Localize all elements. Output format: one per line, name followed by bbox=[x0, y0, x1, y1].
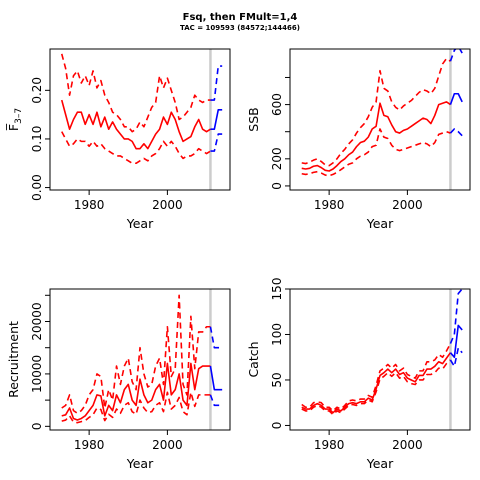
panel-ssb: 1980 2000 Year 0 200 600 SSB bbox=[246, 48, 471, 231]
ssb-ytick-label: 0 bbox=[270, 182, 284, 190]
catch-ytick-label: 150 bbox=[270, 278, 284, 301]
ssb-ytick-label: 200 bbox=[270, 147, 284, 170]
catch-history-solid-line-0 bbox=[301, 352, 452, 414]
recruitment-plot-frame bbox=[49, 288, 231, 431]
catch-history-dashed-line-2 bbox=[301, 359, 451, 416]
panel-fbar: 1980 2000 Year 0.00 0.10 0.20 F̅3–7 bbox=[6, 48, 231, 231]
catch-xlabel: Year bbox=[366, 456, 394, 471]
fbar-xlabel: Year bbox=[126, 216, 154, 231]
ssb-history-dashed-line-2 bbox=[301, 128, 451, 177]
ssb-xlabel: Year bbox=[366, 216, 394, 231]
catch-projection-dashed-line-5 bbox=[449, 347, 463, 368]
fbar-ylabel-subscript: 3–7 bbox=[14, 108, 24, 124]
fbar-history-dashed-line-2 bbox=[61, 131, 211, 165]
fbar-ylabel: F̅3–7 bbox=[6, 108, 24, 131]
recruitment-ytick-label: 0 bbox=[30, 423, 44, 431]
fbar-xtick-label: 2000 bbox=[152, 198, 183, 212]
catch-xtick-label: 1980 bbox=[314, 438, 345, 452]
recruitment-ytick-label: 10000 bbox=[30, 355, 44, 393]
catch-history-dashed-line-1 bbox=[301, 343, 452, 412]
recruitment-history-solid-line-0 bbox=[61, 362, 211, 421]
fbar-history-dashed-line-1 bbox=[60, 53, 211, 133]
recruitment-xtick-label: 2000 bbox=[152, 438, 183, 452]
figure-subtitle: TAC = 109593 (84572;144466) bbox=[180, 24, 300, 32]
fbar-ylabel-main: F̅ bbox=[6, 123, 21, 131]
ssb-xtick-label: 2000 bbox=[392, 198, 423, 212]
catch-projection-solid-line-3 bbox=[449, 324, 463, 359]
recruitment-ytick-label: 20000 bbox=[30, 302, 44, 340]
fbar-history-solid-line-0 bbox=[60, 99, 211, 150]
ssb-history-solid-line-0 bbox=[301, 101, 451, 172]
ssb-projection-dashed-line-4 bbox=[449, 49, 463, 62]
recruitment-projection-solid-line-3 bbox=[209, 365, 223, 391]
recruitment-xlabel: Year bbox=[126, 456, 154, 471]
catch-ylabel: Catch bbox=[246, 341, 261, 377]
ssb-ylabel: SSB bbox=[246, 107, 261, 131]
ssb-projection-solid-line-3 bbox=[449, 92, 463, 105]
catch-ytick-label: 50 bbox=[270, 372, 284, 387]
catch-ytick-label: 0 bbox=[270, 422, 284, 430]
fbar-ytick-label: 0.10 bbox=[30, 126, 44, 153]
recruitment-ylabel: Recruitment bbox=[6, 321, 21, 398]
fbar-projection-solid-line-3 bbox=[210, 108, 223, 131]
ssb-history-dashed-line-1 bbox=[301, 57, 451, 167]
fbar-plot-frame bbox=[49, 48, 231, 191]
catch-xtick-label: 2000 bbox=[392, 438, 423, 452]
catch-projection-dashed-line-4 bbox=[449, 289, 463, 344]
ssb-xtick-label: 1980 bbox=[314, 198, 345, 212]
catch-series-group bbox=[301, 289, 463, 416]
recruitment-xtick-label: 1980 bbox=[74, 438, 105, 452]
catch-plot-frame bbox=[289, 288, 471, 431]
ssb-plot-frame bbox=[289, 48, 471, 191]
fbar-xtick-label: 1980 bbox=[74, 198, 105, 212]
fbar-ytick-label: 0.00 bbox=[30, 174, 44, 201]
ssb-series-group bbox=[301, 49, 463, 177]
catch-ytick-label: 100 bbox=[270, 323, 284, 346]
ssb-projection-dashed-line-5 bbox=[449, 128, 463, 137]
panel-catch: 1980 2000 Year 0 50 100 150 Catch bbox=[246, 278, 471, 471]
recruitment-projection-dashed-line-4 bbox=[209, 326, 223, 349]
panel-recruitment: 1980 2000 Year 0 10000 20000 Recruitment bbox=[6, 288, 231, 471]
fbar-ytick-label: 0.20 bbox=[30, 77, 44, 104]
recruitment-series-group bbox=[61, 294, 223, 424]
fbar-series-group bbox=[60, 53, 223, 165]
fbar-projection-dashed-line-4 bbox=[210, 65, 223, 101]
ssb-ytick-label: 600 bbox=[270, 93, 284, 116]
recruitment-history-dashed-line-2 bbox=[61, 391, 211, 424]
recruitment-history-dashed-line-1 bbox=[61, 294, 211, 415]
fbar-projection-dashed-line-5 bbox=[210, 133, 223, 152]
figure-title: Fsq, then FMult=1,4 bbox=[183, 12, 298, 23]
recruitment-projection-dashed-line-5 bbox=[209, 394, 223, 407]
